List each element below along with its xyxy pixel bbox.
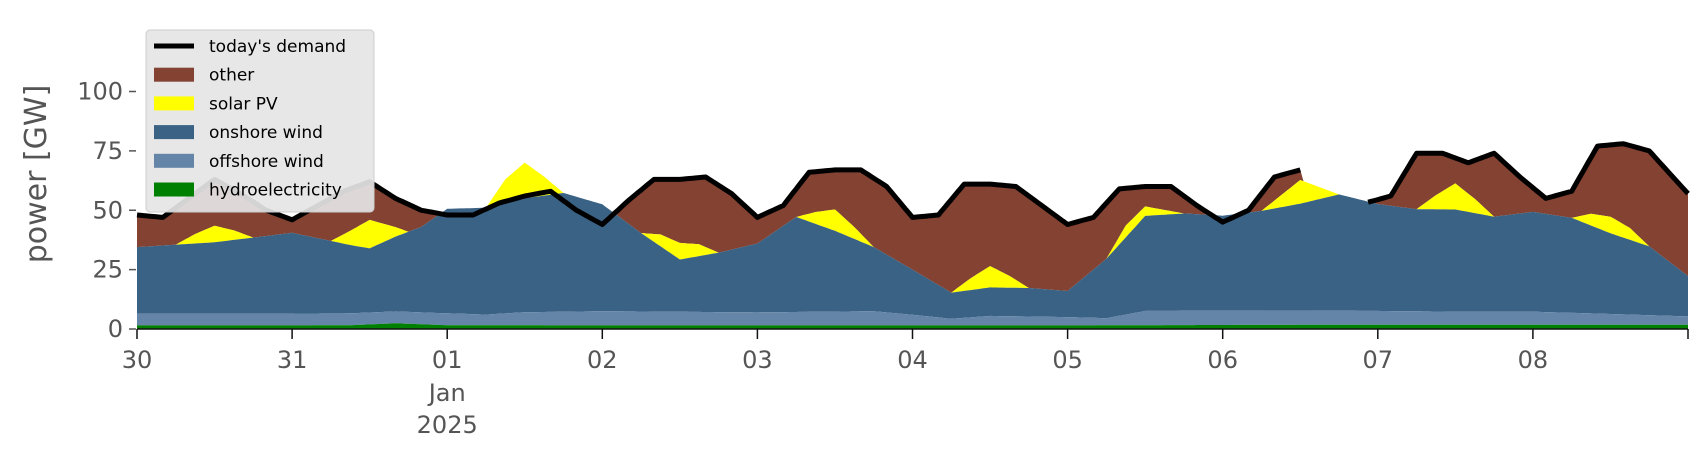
x-tick-label: 01: [432, 346, 463, 374]
legend-swatch-solar-pv: [154, 96, 194, 111]
area-offshore-wind: [137, 310, 1688, 326]
x-tick-sublabel-year: 2025: [417, 411, 478, 439]
x-tick-label: 07: [1363, 346, 1394, 374]
legend: today's demand other solar PV onshore wind o…: [145, 29, 375, 213]
legend-swatch-other: [154, 67, 194, 82]
x-axis: 30 31 01 Jan 2025 02 03 04 05 06 07 08: [122, 328, 1689, 439]
y-tick-label: 25: [92, 256, 123, 284]
legend-label-solar-pv: solar PV: [209, 94, 278, 114]
legend-swatch-hydroelectricity: [154, 182, 194, 197]
x-tick-sublabel-month: Jan: [427, 379, 466, 407]
y-axis-title: power [GW]: [19, 85, 54, 264]
x-tick-label: 02: [587, 346, 618, 374]
legend-label-offshore-wind: offshore wind: [209, 152, 324, 172]
legend-label-today-s-demand: today's demand: [209, 37, 346, 57]
y-tick-label: 100: [77, 78, 123, 106]
x-tick-label: 08: [1518, 346, 1549, 374]
x-tick-label: 03: [742, 346, 773, 374]
legend-label-onshore-wind: onshore wind: [209, 123, 323, 143]
legend-swatch-onshore-wind: [154, 125, 194, 140]
legend-swatch-offshore-wind: [154, 153, 194, 168]
area-onshore-wind: [137, 193, 1688, 319]
y-tick-label: 0: [108, 315, 123, 343]
y-axis: 0 25 50 75 100: [77, 78, 136, 343]
y-tick-label: 75: [92, 137, 123, 165]
x-tick-label: 05: [1052, 346, 1083, 374]
legend-box: [145, 29, 375, 213]
legend-label-other: other: [209, 66, 254, 86]
x-tick-label: 31: [277, 346, 308, 374]
legend-label-hydroelectricity: hydroelectricity: [209, 181, 342, 201]
area-hydroelectricity: [137, 323, 1688, 329]
x-tick-label: 30: [122, 346, 153, 374]
x-tick-label: 04: [897, 346, 928, 374]
y-tick-label: 50: [92, 196, 123, 224]
x-tick-label: 06: [1207, 346, 1238, 374]
